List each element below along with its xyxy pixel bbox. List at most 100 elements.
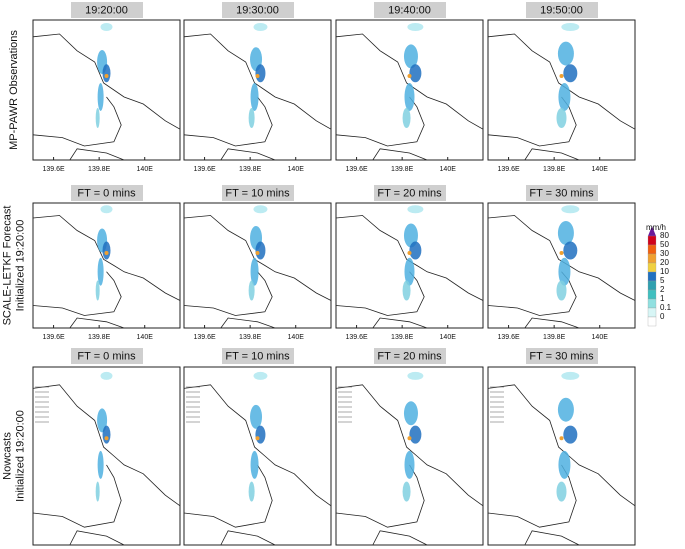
panel-title: FT = 20 mins <box>377 350 442 362</box>
coastline <box>32 215 181 301</box>
rain-echo <box>558 450 571 479</box>
colorbar-label: 0.1 <box>660 303 672 312</box>
rain-echo <box>102 425 111 444</box>
coastline <box>183 384 332 507</box>
panel-title: FT = 20 mins <box>377 187 442 199</box>
rain-core <box>407 436 412 441</box>
rain-echo <box>404 257 415 286</box>
rain-core <box>255 251 260 255</box>
coastline <box>524 148 580 161</box>
rain-echo <box>95 481 100 502</box>
coastline <box>372 317 428 329</box>
coastline <box>69 148 125 161</box>
rain-echo <box>403 44 418 69</box>
x-tick-label: 139.8E <box>88 334 111 341</box>
colorbar-swatch <box>647 280 657 291</box>
rain-echo <box>97 408 108 433</box>
coastline <box>183 33 332 130</box>
row-label: MP-PAWR Observations <box>8 30 20 150</box>
coastline <box>487 96 577 147</box>
panel-title: 19:30:00 <box>236 4 279 16</box>
map-panel <box>32 202 181 329</box>
colorbar-label: 10 <box>660 267 669 276</box>
coastline <box>335 464 425 528</box>
coastline <box>183 271 273 316</box>
row-label-line: SCALE-LETKF Forecast <box>1 206 13 326</box>
rain-echo <box>557 221 574 245</box>
coastline <box>487 464 577 528</box>
panel-title-box <box>222 185 294 201</box>
panel-title-box <box>526 348 598 364</box>
rain-echo <box>561 371 580 380</box>
rain-echo <box>407 371 424 380</box>
colorbar-swatch <box>647 298 657 309</box>
rain-echo <box>407 23 424 31</box>
coastline <box>183 464 273 528</box>
colorbar-arrow <box>648 226 656 236</box>
rain-echo <box>250 404 263 429</box>
x-tick-label: 140E <box>592 166 609 173</box>
rain-core <box>559 74 564 78</box>
coastline <box>32 33 181 130</box>
coastline <box>220 317 276 329</box>
rain-echo <box>253 371 268 380</box>
panel-title: FT = 30 mins <box>529 187 594 199</box>
panel-title-box <box>374 2 446 18</box>
coastline <box>69 317 125 329</box>
rain-echo <box>253 205 268 214</box>
coastline <box>524 530 580 546</box>
panel-title-box <box>374 185 446 201</box>
panel-title: FT = 10 mins <box>225 187 290 199</box>
rain-core <box>559 251 564 255</box>
row-label-line: Initialized 19:20:00 <box>14 220 26 312</box>
panel-title-box <box>374 348 446 364</box>
rain-echo <box>402 280 411 301</box>
x-tick-label: 140E <box>288 166 305 173</box>
rain-echo <box>557 397 574 422</box>
colorbar-label: 1 <box>660 294 665 303</box>
panel-title: FT = 0 mins <box>77 350 136 362</box>
colorbar-swatch <box>647 262 657 273</box>
rain-echo <box>409 64 422 83</box>
map-panel <box>32 366 181 546</box>
rain-core <box>104 74 109 78</box>
rain-echo <box>250 83 259 111</box>
coastline <box>220 530 276 546</box>
rain-core <box>407 251 412 255</box>
colorbar-swatch <box>647 289 657 300</box>
panel-title: FT = 10 mins <box>225 350 290 362</box>
x-tick-label: 139.6E <box>497 166 520 173</box>
x-tick-label: 140E <box>592 334 609 341</box>
rain-echo <box>563 64 578 83</box>
panel-title: FT = 0 mins <box>77 187 136 199</box>
x-tick-label: 139.8E <box>391 166 414 173</box>
rain-echo <box>407 205 424 214</box>
rain-echo <box>557 41 574 66</box>
panel-title: 19:20:00 <box>85 4 128 16</box>
rain-echo <box>409 241 422 260</box>
rain-echo <box>100 371 113 380</box>
x-tick-label: 140E <box>440 334 457 341</box>
coastline <box>372 148 428 161</box>
panel-title-box <box>526 185 598 201</box>
colorbar-label: 80 <box>660 231 669 240</box>
x-tick-label: 139.6E <box>193 166 216 173</box>
colorbar-swatch <box>647 244 657 255</box>
colorbar-label: 20 <box>660 258 669 267</box>
coastline <box>220 148 276 161</box>
x-tick-label: 139.6E <box>345 166 368 173</box>
rain-echo <box>255 241 266 260</box>
x-tick-label: 139.8E <box>239 334 262 341</box>
x-tick-label: 139.8E <box>239 166 262 173</box>
colorbar-label: 50 <box>660 240 669 249</box>
coastline <box>32 271 122 316</box>
rain-core <box>255 436 260 441</box>
rain-echo <box>253 23 268 31</box>
x-tick-label: 139.6E <box>497 334 520 341</box>
coastline <box>32 384 181 507</box>
x-tick-label: 140E <box>288 334 305 341</box>
colorbar-label: 5 <box>660 276 665 285</box>
coastline <box>32 464 122 528</box>
rain-echo <box>102 241 111 260</box>
